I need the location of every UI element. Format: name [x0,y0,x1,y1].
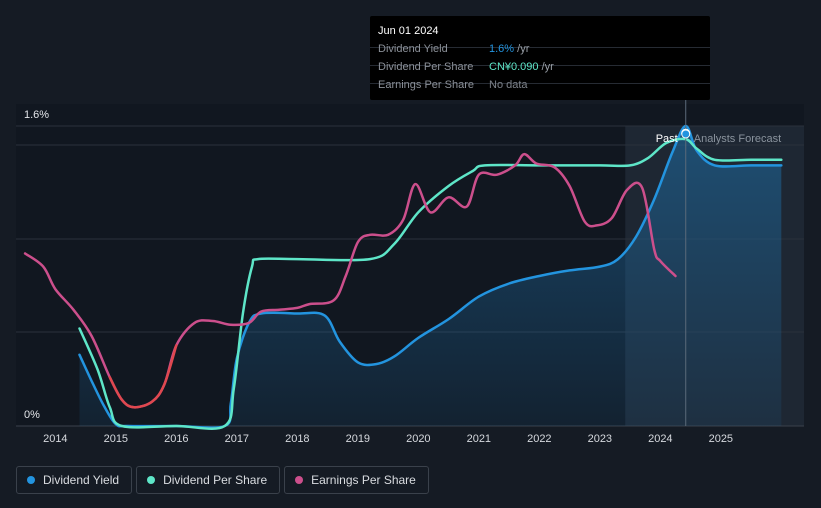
legend-label: Dividend Per Share [163,473,268,487]
legend-dot-icon [27,476,35,484]
legend-label: Dividend Yield [43,473,120,487]
tooltip-value-text: CN¥0.090 [489,61,539,73]
tooltip-value: CN¥0.090 /yr [489,61,554,73]
x-tick-label: 2016 [164,433,188,445]
tooltip-date: Jun 01 2024 [378,25,439,37]
tooltip-unit: /yr [538,61,554,73]
y-tick-label-top: 1.6% [24,109,49,121]
x-tick-label: 2017 [225,433,249,445]
tooltip-value: No data [489,79,528,91]
forecast-region-label: Analysts Forecast [694,133,781,145]
x-tick-label: 2018 [285,433,309,445]
x-axis-ticks: 2014 2015 2016 2017 2018 2019 2020 2021 2022 2023… [43,433,733,445]
tooltip-divider [370,83,710,84]
x-tick-label: 2015 [104,433,128,445]
tooltip-divider [370,47,710,48]
x-tick-label: 2014 [43,433,67,445]
legend-item-dividend-per-share[interactable]: Dividend Per Share [136,466,281,494]
tooltip-value-text: 1.6% [489,43,515,55]
tooltip: Jun 01 2024 Dividend Yield 1.6% /yr Divi… [370,16,710,100]
legend-item-dividend-yield[interactable]: Dividend Yield [16,466,133,494]
legend-label: Earnings Per Share [311,473,416,487]
x-tick-label: 2020 [406,433,430,445]
x-tick-label: 2019 [346,433,370,445]
tooltip-unit: /yr [514,43,530,55]
tooltip-divider [370,65,710,66]
tooltip-value-text: No data [489,79,528,91]
hover-dot-dividend-yield [681,129,691,139]
tooltip-value: 1.6% /yr [489,43,529,55]
hover-dots [681,128,691,139]
x-tick-label: 2022 [527,433,551,445]
tooltip-label: Earnings Per Share [378,79,474,91]
past-region-label: Past [656,133,678,145]
series-lines [23,124,783,431]
tooltip-label: Dividend Per Share [378,61,474,73]
y-tick-label-bottom: 0% [24,409,40,421]
dividend-yield-area [79,125,782,428]
x-tick-label: 2023 [588,433,612,445]
x-tick-label: 2021 [467,433,491,445]
legend-dot-icon [147,476,156,484]
x-tick-label: 2025 [709,433,733,445]
dividend-per-share-line [78,137,783,431]
legend: Dividend Yield Dividend Per Share Earnin… [16,466,429,494]
tooltip-label: Dividend Yield [378,43,448,55]
legend-dot-icon [295,476,304,484]
x-tick-label: 2024 [648,433,672,445]
legend-item-earnings-per-share[interactable]: Earnings Per Share [284,466,429,494]
earnings-per-share-loss-segment [108,344,178,409]
